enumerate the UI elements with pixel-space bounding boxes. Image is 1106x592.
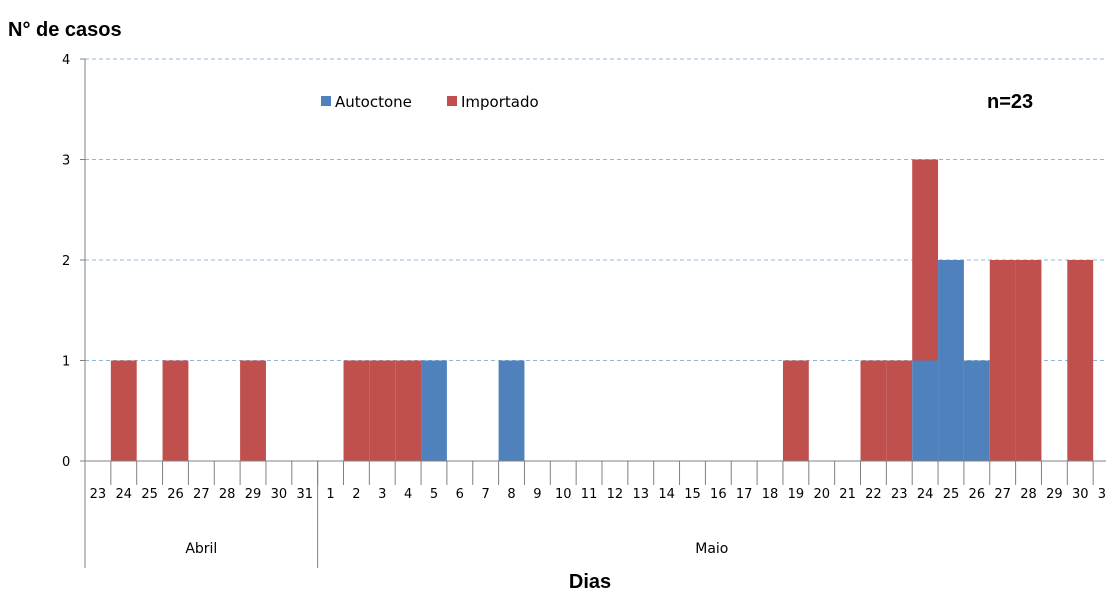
- x-tick-label: 13: [633, 487, 650, 502]
- legend-swatch-importado: [447, 96, 457, 106]
- bar-importado-11: [369, 360, 396, 461]
- x-tick-label: 14: [658, 487, 675, 502]
- bar-autoctone-13: [421, 360, 447, 461]
- x-tick-label: 1: [326, 487, 334, 502]
- x-axis-title: Dias: [569, 571, 611, 592]
- x-tick-label: 18: [762, 487, 779, 502]
- x-tick-label: 11: [581, 487, 598, 502]
- x-tick-label: 27: [994, 487, 1011, 502]
- x-tick-label: 10: [555, 487, 572, 502]
- bar-importado-38: [1067, 260, 1094, 461]
- x-tick-label: 28: [1020, 487, 1037, 502]
- x-tick-label: 3: [378, 487, 386, 502]
- bars: [110, 159, 1094, 461]
- x-tick-label: 29: [245, 487, 262, 502]
- x-tick-label: 25: [141, 487, 158, 502]
- bar-importado-31: [886, 360, 913, 461]
- x-tick-label: 23: [891, 487, 908, 502]
- bar-importado-3: [162, 360, 189, 461]
- legend-label-importado: Importado: [461, 93, 539, 111]
- x-tick-label: 19: [788, 487, 805, 502]
- bar-importado-10: [343, 360, 370, 461]
- bar-importado-12: [395, 360, 422, 461]
- x-tick-label: 24: [116, 487, 133, 502]
- x-tick-label: 6: [456, 487, 464, 502]
- x-tick-label: 26: [167, 487, 184, 502]
- bar-importado-30: [860, 360, 887, 461]
- bar-importado-6: [240, 360, 266, 461]
- y-tick-label: 0: [62, 455, 70, 470]
- x-tick-label: 8: [507, 487, 515, 502]
- x-tick-label: 12: [607, 487, 624, 502]
- x-tick-label: 20: [813, 487, 830, 502]
- bar-importado-36: [1015, 260, 1042, 461]
- bar-autoctone-32: [912, 360, 939, 461]
- y-tick-label: 2: [62, 254, 70, 269]
- bar-importado-27: [782, 360, 809, 461]
- legend-label-autoctone: Autoctone: [335, 93, 412, 111]
- x-tick-label: 29: [1046, 487, 1063, 502]
- group-label-abril: Abril: [185, 541, 217, 557]
- x-tick-label: 30: [1072, 487, 1089, 502]
- x-tick-label: 22: [865, 487, 882, 502]
- month-groups: Abril Maio: [185, 461, 728, 568]
- bar-importado-1: [110, 360, 137, 461]
- x-tick-label: 7: [482, 487, 490, 502]
- sample-size-note: n=23: [987, 91, 1033, 113]
- y-tick-label: 4: [62, 53, 70, 68]
- x-tick-label: 31: [296, 487, 313, 502]
- x-tick-label: 28: [219, 487, 236, 502]
- legend-swatch-autoctone: [321, 96, 331, 106]
- legend: Autoctone Importado: [321, 93, 539, 111]
- bar-autoctone-34: [963, 360, 990, 461]
- x-tick-label: 26: [969, 487, 986, 502]
- bar-autoctone-33: [938, 260, 964, 461]
- group-label-maio: Maio: [695, 541, 728, 557]
- x-tick-label: 27: [193, 487, 210, 502]
- bar-importado-35: [989, 260, 1016, 461]
- x-tick-label: 4: [404, 487, 412, 502]
- bar-importado-32: [912, 159, 939, 361]
- y-tick-labels: 0 1 2 3 4: [62, 53, 85, 470]
- x-tick-label: 30: [271, 487, 288, 502]
- x-tick-label: 25: [943, 487, 960, 502]
- x-tick-label: 9: [533, 487, 541, 502]
- y-tick-label: 1: [62, 355, 70, 370]
- x-tick-label: 21: [839, 487, 856, 502]
- x-tick-label: 24: [917, 487, 934, 502]
- x-tick-label: 23: [90, 487, 107, 502]
- x-tick-label: 5: [430, 487, 438, 502]
- x-tick-label: 31: [1098, 487, 1106, 502]
- x-tick-label: 16: [710, 487, 727, 502]
- x-tick-labels: 23 24 25 26 27 28 29 30 31 1 2 3 4 5 6 7 8 9 10 11 12 13 14 15 1…: [84, 461, 1106, 502]
- x-tick-label: 2: [352, 487, 360, 502]
- bar-autoctone-16: [498, 360, 525, 461]
- x-tick-label: 15: [684, 487, 701, 502]
- y-axis-title: N° de casos: [8, 19, 122, 41]
- y-tick-label: 3: [62, 154, 70, 169]
- x-tick-label: 17: [736, 487, 753, 502]
